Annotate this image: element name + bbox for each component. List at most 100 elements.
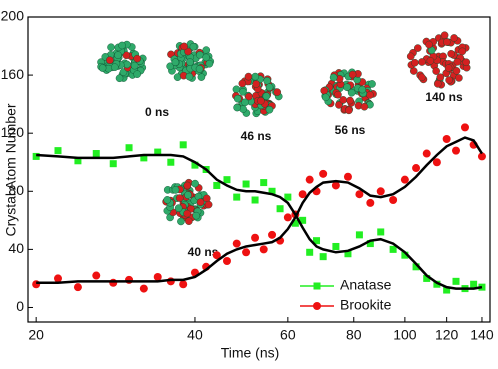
annotation: 140 ns [425, 90, 463, 104]
atom [245, 73, 252, 80]
atom [177, 218, 184, 225]
atom [197, 199, 204, 206]
data-point [110, 160, 117, 167]
y-tick-label: 120 [1, 124, 25, 140]
atom [99, 64, 106, 71]
atom [252, 73, 259, 80]
atom [366, 91, 373, 98]
data-point [344, 173, 352, 181]
atom [114, 52, 121, 59]
atom [184, 191, 191, 198]
atom [359, 86, 366, 93]
atom [441, 32, 448, 39]
data-point [332, 243, 339, 250]
atom [172, 186, 179, 193]
cluster-image [167, 40, 214, 81]
atom [322, 94, 329, 101]
atom [134, 71, 141, 78]
atom [445, 76, 452, 83]
atom [407, 53, 414, 60]
atom [274, 89, 281, 96]
atom [266, 106, 273, 113]
data-point [366, 199, 374, 207]
data-point [452, 147, 460, 155]
atom [206, 60, 213, 67]
atom [425, 41, 432, 48]
x-axis-title: Time (ns) [221, 345, 280, 361]
cluster-image [407, 32, 470, 89]
data-point [284, 213, 292, 221]
atom [433, 67, 440, 74]
data-point [213, 182, 220, 189]
data-point [233, 240, 241, 248]
x-tick-label: 140 [470, 327, 494, 343]
data-point [54, 274, 62, 282]
data-point [401, 176, 409, 184]
atom [445, 64, 452, 71]
atom [239, 80, 246, 87]
cluster-image [97, 41, 146, 82]
chart: Time (ns) Crystal Atom Number 0 ns46 ns5… [0, 0, 498, 369]
data-point [423, 150, 431, 158]
atom [345, 107, 352, 114]
atom [455, 74, 462, 81]
page: {"chart_data": {"type": "scatter", "x_la… [0, 0, 498, 369]
atom [450, 34, 457, 41]
atom [443, 38, 450, 45]
atom [191, 180, 198, 187]
atom [448, 50, 455, 57]
atom [106, 57, 113, 64]
data-point [223, 176, 230, 183]
atom [184, 182, 191, 189]
data-point [260, 179, 267, 186]
cluster-image [321, 69, 377, 114]
atom [368, 80, 375, 87]
atom [186, 73, 193, 80]
atom [234, 95, 241, 102]
atom [361, 103, 368, 110]
data-point [356, 231, 363, 238]
data-point [260, 245, 268, 253]
data-point [412, 164, 420, 172]
data-point [478, 152, 486, 160]
atom [233, 86, 240, 93]
atom [414, 44, 421, 51]
data-point [243, 181, 250, 188]
atom [134, 55, 141, 62]
atom [418, 58, 425, 65]
atom [340, 96, 347, 103]
y-tick-label: 200 [1, 8, 25, 24]
data-point [389, 196, 397, 204]
smooth-line [36, 138, 482, 283]
atom [176, 194, 183, 201]
annotation: 46 ns [241, 129, 272, 143]
atom [111, 64, 118, 71]
atom [411, 59, 418, 66]
cluster-image [232, 73, 282, 117]
data-point [125, 276, 133, 284]
atom [334, 91, 341, 98]
data-point [252, 197, 259, 204]
data-point [233, 194, 240, 201]
data-point [377, 228, 384, 235]
data-point [32, 280, 40, 288]
atom [264, 77, 271, 84]
data-point [92, 272, 100, 280]
data-point [251, 234, 259, 242]
y-tick-label: 160 [1, 66, 25, 82]
data-point [277, 205, 284, 212]
atom [203, 54, 210, 61]
data-point [223, 257, 231, 265]
x-tick-label: 60 [280, 327, 296, 343]
cluster-image [163, 179, 213, 225]
atom [263, 93, 270, 100]
atom [234, 104, 241, 111]
data-point [109, 279, 117, 287]
atom [348, 89, 355, 96]
atom [205, 201, 212, 208]
data-point [242, 248, 250, 256]
data-point [126, 144, 133, 151]
atom [253, 80, 260, 87]
atom [186, 58, 193, 65]
data-point [179, 280, 187, 288]
